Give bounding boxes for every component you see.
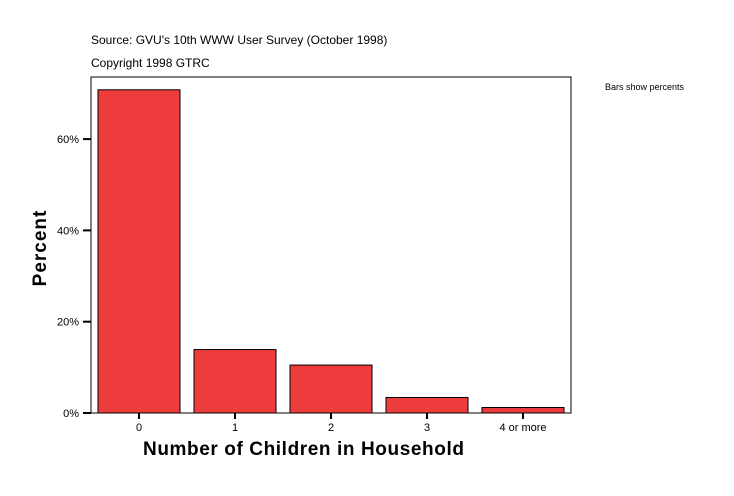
x-tick-label: 1 <box>232 422 238 434</box>
x-tick-label: 3 <box>424 422 430 434</box>
bar-0 <box>97 89 181 414</box>
bar-2 <box>289 364 373 414</box>
bar-1 <box>193 349 277 414</box>
x-tick-label: 4 or more <box>499 422 546 434</box>
copyright-text: Copyright 1998 GTRC <box>91 56 210 70</box>
source-text: Source: GVU's 10th WWW User Survey (Octo… <box>91 33 388 47</box>
bar-4 <box>481 407 565 414</box>
annotation: Bars show percents <box>605 82 685 92</box>
y-tick-label: 0% <box>63 408 79 420</box>
y-tick-label: 40% <box>57 225 79 237</box>
y-tick-label: 20% <box>57 317 79 329</box>
x-axis-label: Number of Children in Household <box>143 439 465 460</box>
y-tick-label: 60% <box>57 134 79 146</box>
x-tick-label: 2 <box>328 422 334 434</box>
bar-3 <box>385 396 469 414</box>
x-tick-label: 0 <box>136 422 142 434</box>
